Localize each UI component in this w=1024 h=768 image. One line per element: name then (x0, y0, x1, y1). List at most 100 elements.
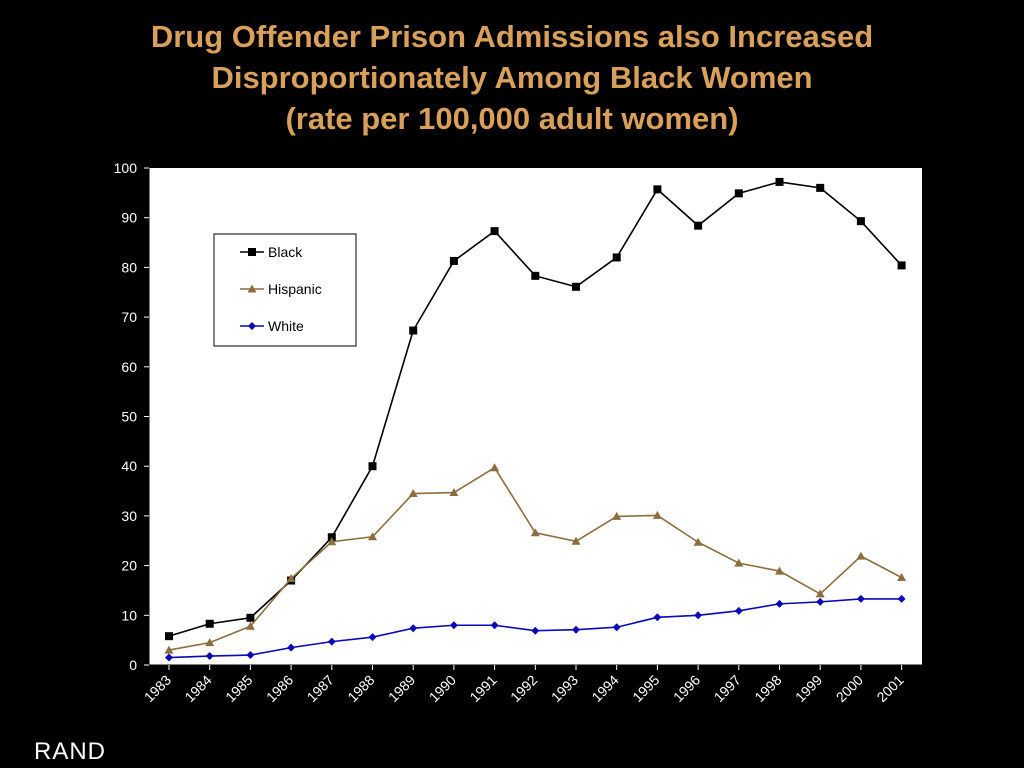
x-tick-label: 1994 (588, 672, 621, 705)
data-point-hispanic (245, 621, 255, 630)
data-point-black (490, 227, 499, 236)
data-point-white (653, 613, 662, 622)
legend-box (213, 233, 357, 347)
x-tick-label: 1995 (629, 672, 662, 705)
title-line-3: (rate per 100,000 adult women) (285, 101, 739, 136)
data-point-white (734, 606, 743, 615)
data-point-hispanic (327, 537, 337, 546)
legend-label-black: Black (268, 244, 303, 260)
data-point-white (775, 599, 784, 608)
y-tick-label: 50 (121, 409, 137, 425)
x-tick-label: 1992 (507, 672, 540, 705)
data-point-hispanic (408, 489, 418, 498)
series-layer (164, 177, 907, 662)
x-tick-label: 1991 (466, 672, 499, 705)
x-tick-label: 1984 (181, 672, 214, 705)
data-point-white (449, 621, 458, 630)
data-point-black (205, 619, 214, 628)
data-point-legend-black (248, 248, 256, 256)
data-point-black (856, 217, 865, 226)
legend-label-white: White (268, 318, 304, 334)
y-tick-label: 60 (121, 359, 137, 375)
data-point-white (409, 624, 418, 633)
data-point-white (246, 651, 255, 660)
data-point-legend-hispanic (247, 284, 257, 293)
x-tick-label: 2000 (833, 672, 866, 705)
data-point-white (612, 623, 621, 632)
data-point-hispanic (490, 463, 500, 472)
data-point-legend-white (248, 322, 256, 330)
x-tick-label: 1985 (222, 672, 255, 705)
legend: Black Hispanic White (213, 233, 357, 347)
y-tick-label: 40 (121, 458, 137, 474)
data-point-black (572, 282, 580, 291)
x-tick-label: 1996 (670, 672, 703, 705)
data-point-white (572, 625, 580, 634)
y-tick-label: 90 (121, 210, 137, 226)
legend-label-hispanic: Hispanic (268, 281, 322, 297)
data-point-black (612, 253, 621, 262)
data-point-hispanic (449, 488, 459, 497)
data-point-hispanic (775, 566, 784, 575)
x-tick-label: 1989 (385, 672, 418, 705)
y-tick-label: 10 (121, 607, 137, 623)
data-point-hispanic (612, 511, 622, 520)
y-tick-label: 20 (121, 558, 137, 574)
data-point-white (490, 621, 499, 630)
data-point-white (856, 594, 865, 603)
rand-logo: RAND (34, 738, 107, 765)
data-point-hispanic (286, 574, 296, 583)
data-point-black (775, 177, 784, 186)
data-point-white (287, 643, 296, 652)
series-hispanic (164, 463, 907, 654)
x-tick-label: 1993 (548, 672, 581, 705)
data-point-black (816, 183, 825, 192)
x-tick-label: 1983 (141, 672, 174, 705)
data-point-hispanic (205, 638, 215, 647)
data-point-white (531, 626, 540, 635)
y-tick-label: 80 (121, 259, 137, 275)
data-point-black (897, 261, 906, 270)
x-tick-label: 1999 (792, 672, 825, 705)
y-tick-label: 70 (121, 309, 137, 325)
data-point-white (897, 594, 906, 603)
data-point-hispanic (571, 536, 581, 545)
data-point-black (653, 185, 662, 194)
data-point-black (449, 256, 458, 265)
data-point-black (246, 613, 255, 622)
data-point-hispanic (815, 589, 825, 598)
data-point-white (205, 652, 214, 661)
title-line-1: Drug Offender Prison Admissions also Inc… (150, 19, 874, 54)
y-tick-label: 100 (114, 160, 138, 176)
y-tick-label: 30 (121, 508, 137, 524)
data-point-hispanic (734, 558, 744, 567)
data-point-hispanic (530, 528, 540, 537)
data-point-hispanic (897, 573, 907, 582)
data-point-hispanic (693, 537, 703, 546)
x-tick-label: 1990 (426, 672, 459, 705)
data-point-black (165, 632, 173, 641)
x-tick-label: 1986 (263, 672, 296, 705)
data-point-black (734, 189, 743, 198)
slide-title: Drug Offender Prison Admissions also Inc… (0, 16, 1024, 139)
data-point-white (327, 637, 336, 646)
data-point-hispanic (368, 532, 377, 541)
x-tick-label: 2001 (873, 672, 906, 705)
data-point-hispanic (164, 645, 174, 654)
data-point-white (816, 597, 825, 606)
data-point-hispanic (652, 510, 662, 519)
data-point-black (694, 221, 703, 230)
data-point-black (368, 462, 377, 471)
x-tick-label: 1987 (304, 672, 337, 705)
data-point-black (531, 271, 540, 280)
data-point-black (409, 326, 418, 335)
x-tick-label: 1997 (711, 672, 744, 705)
data-point-hispanic (856, 551, 866, 560)
title-line-2: Disproportionately Among Black Women (211, 60, 813, 95)
x-tick-label: 1998 (751, 672, 784, 705)
data-point-white (165, 653, 173, 662)
series-white (165, 594, 906, 662)
x-tick-label: 1988 (344, 672, 377, 705)
y-tick-label: 0 (129, 657, 137, 673)
